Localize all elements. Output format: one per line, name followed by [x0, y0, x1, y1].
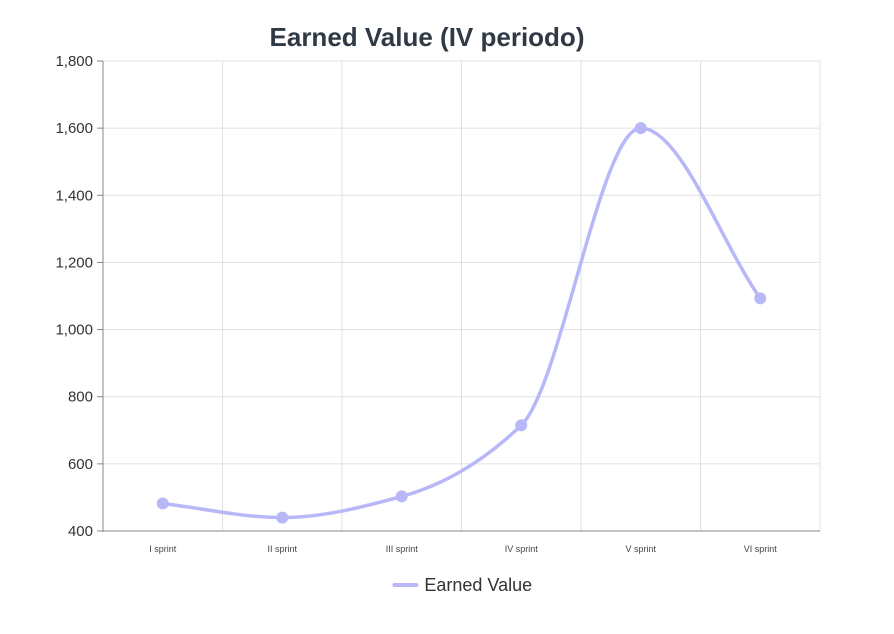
axes: 400 600 800 1,000 1,200 1,400 1,600 1,800 I spri…	[55, 53, 820, 554]
data-point[interactable]	[395, 490, 408, 503]
x-tick-label: I sprint	[149, 544, 177, 554]
y-tick-label: 1,800	[55, 53, 93, 70]
legend[interactable]: Earned Value	[392, 575, 532, 595]
grid	[103, 60, 821, 531]
y-tick-label: 1,000	[55, 322, 93, 339]
y-tick-label: 400	[68, 523, 93, 540]
x-tick-label: VI sprint	[744, 544, 778, 554]
series	[156, 122, 767, 524]
data-point[interactable]	[634, 122, 647, 135]
data-point[interactable]	[754, 292, 767, 305]
legend-label[interactable]: Earned Value	[424, 575, 532, 595]
x-tick-label: III sprint	[386, 544, 419, 554]
y-tick-label: 1,600	[55, 120, 93, 137]
y-tick-label: 800	[68, 389, 93, 406]
x-tick-label: V sprint	[625, 544, 656, 554]
chart-title: Earned Value (IV periodo)	[270, 22, 585, 52]
data-point[interactable]	[515, 419, 528, 432]
data-point[interactable]	[276, 511, 289, 524]
y-tick-label: 1,400	[55, 187, 93, 204]
y-tick-label: 600	[68, 456, 93, 473]
y-tick-label: 1,200	[55, 254, 93, 271]
data-point[interactable]	[156, 497, 169, 510]
x-tick-label: IV sprint	[505, 544, 539, 554]
x-tick-label: II sprint	[267, 544, 297, 554]
